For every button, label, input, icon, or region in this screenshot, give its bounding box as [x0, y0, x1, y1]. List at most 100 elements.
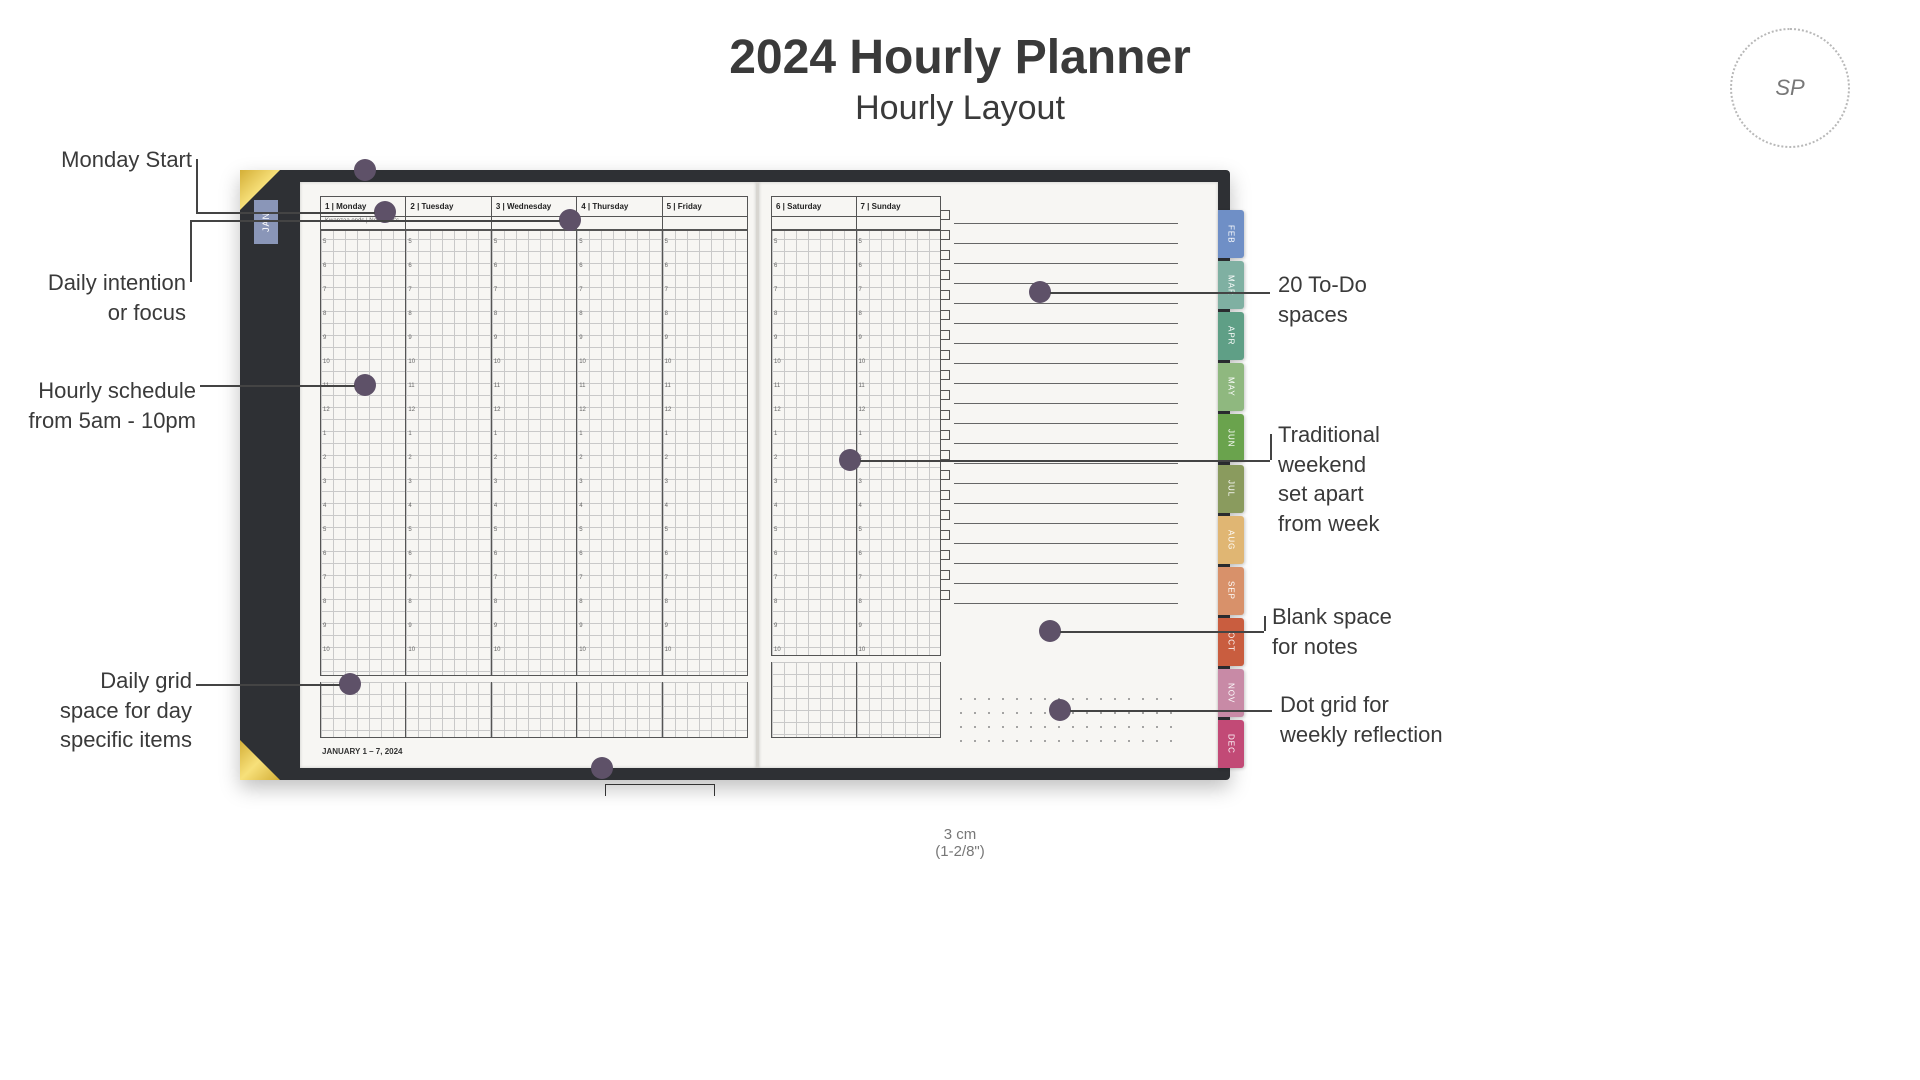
- day-subtext: [577, 217, 661, 231]
- leader-line: [196, 212, 375, 214]
- month-tab-jan: JAN: [254, 200, 278, 244]
- day-column: 4 | Thursday 5678910111212345678910: [577, 197, 662, 675]
- month-tab: JUL: [1218, 465, 1244, 513]
- metal-corner-bl: [240, 740, 280, 780]
- day-header: 7 | Sunday: [857, 197, 941, 217]
- annotation-left: Daily intentionor focus: [48, 268, 186, 327]
- month-tab: OCT: [1218, 618, 1244, 666]
- brand-logo: SP: [1730, 28, 1850, 148]
- todo-line: [954, 364, 1178, 384]
- month-tab: JUN: [1218, 414, 1244, 462]
- todo-line: [954, 484, 1178, 504]
- day-header: 6 | Saturday: [772, 197, 856, 217]
- annotation-right: Traditionalweekendset apartfrom week: [1278, 420, 1380, 539]
- month-tab: MAR: [1218, 261, 1244, 309]
- leader-line: [200, 385, 355, 387]
- day-column: 1 | MondayKwanzaa ends | New Year's56789…: [321, 197, 406, 675]
- leader-line: [860, 460, 1270, 462]
- callout-dot: [1039, 620, 1061, 642]
- planner-stage: JAN 1 | MondayKwanzaa ends | New Year's5…: [240, 170, 1440, 790]
- todo-line: [954, 344, 1178, 364]
- todo-line: [954, 224, 1178, 244]
- todo-line: [954, 404, 1178, 424]
- callout-dot: [591, 757, 613, 779]
- todo-line: [954, 544, 1178, 564]
- day-column: 3 | Wednesday5678910111212345678910: [492, 197, 577, 675]
- leader-line: [1070, 710, 1272, 712]
- todo-line: [954, 264, 1178, 284]
- weekend-grid-footer: [771, 662, 941, 738]
- todo-line: [954, 584, 1178, 604]
- planner-book: JAN 1 | MondayKwanzaa ends | New Year's5…: [240, 170, 1230, 780]
- todo-line: [954, 424, 1178, 444]
- todo-line: [954, 204, 1178, 224]
- callout-dot: [559, 209, 581, 231]
- month-tab: APR: [1218, 312, 1244, 360]
- notes-blank-space: [954, 628, 1178, 688]
- hour-labels: 5678910111212345678910: [494, 239, 501, 671]
- annotation-right: 20 To-Dospaces: [1278, 270, 1367, 329]
- todo-line: [954, 304, 1178, 324]
- title-block: 2024 Hourly Planner Hourly Layout: [0, 30, 1920, 128]
- brand-logo-monogram: SP: [1775, 75, 1804, 101]
- day-column: 6 | Saturday5678910111212345678910: [772, 197, 857, 655]
- scale-in: (1-2/8"): [0, 843, 1920, 860]
- todo-line: [954, 324, 1178, 344]
- day-header: 5 | Friday: [663, 197, 747, 217]
- month-tab: SEP: [1218, 567, 1244, 615]
- leader-line: [1060, 631, 1264, 633]
- leader-line: [190, 220, 560, 222]
- todo-line: [954, 564, 1178, 584]
- callout-dot: [839, 449, 861, 471]
- hour-labels: 5678910111212345678910: [665, 239, 672, 671]
- annotation-left: Monday Start: [61, 145, 192, 175]
- day-column: 2 | Tuesday 5678910111212345678910: [406, 197, 491, 675]
- page-title: 2024 Hourly Planner: [0, 30, 1920, 85]
- day-subtext: [857, 217, 941, 231]
- day-column: 7 | Sunday5678910111212345678910: [857, 197, 941, 655]
- leader-line: [196, 684, 340, 686]
- annotation-left: Daily gridspace for dayspecific items: [60, 666, 192, 755]
- scale-label: 3 cm (1-2/8"): [0, 826, 1920, 860]
- callout-dot: [1029, 281, 1051, 303]
- month-tab: AUG: [1218, 516, 1244, 564]
- callout-dot: [354, 374, 376, 396]
- todo-line: [954, 284, 1178, 304]
- hour-labels: 5678910111212345678910: [408, 239, 415, 671]
- pages: 1 | MondayKwanzaa ends | New Year's56789…: [300, 182, 1218, 768]
- todo-line: [954, 384, 1178, 404]
- day-column: 5 | Friday 5678910111212345678910: [663, 197, 747, 675]
- callout-dot: [354, 159, 376, 181]
- weekend-columns: 6 | Saturday56789101112123456789107 | Su…: [771, 196, 941, 656]
- hour-labels: 5678910111212345678910: [323, 239, 330, 671]
- todo-line: [954, 524, 1178, 544]
- week-range-label: JANUARY 1 – 7, 2024: [322, 747, 403, 756]
- day-subtext: [663, 217, 747, 231]
- month-tab: DEC: [1218, 720, 1244, 768]
- annotation-left: Hourly schedulefrom 5am - 10pm: [29, 376, 197, 435]
- page-subtitle: Hourly Layout: [0, 89, 1920, 128]
- todo-list: [954, 204, 1178, 604]
- callout-dot: [1049, 699, 1071, 721]
- todo-line: [954, 464, 1178, 484]
- weekday-columns: 1 | MondayKwanzaa ends | New Year's56789…: [320, 196, 748, 676]
- day-header: 2 | Tuesday: [406, 197, 490, 217]
- month-tabs: FEBMARAPRMAYJUNJULAUGSEPOCTNOVDEC: [1218, 210, 1244, 771]
- callout-dot: [339, 673, 361, 695]
- todo-line: [954, 244, 1178, 264]
- hour-labels: 5678910111212345678910: [579, 239, 586, 671]
- todo-line: [954, 504, 1178, 524]
- annotation-right: Dot grid forweekly reflection: [1280, 690, 1443, 749]
- page-right: 6 | Saturday56789101112123456789107 | Su…: [759, 182, 1218, 768]
- scale-cm: 3 cm: [0, 826, 1920, 843]
- scale-bar: [605, 784, 715, 796]
- month-tab: FEB: [1218, 210, 1244, 258]
- day-subtext: [772, 217, 856, 231]
- hour-labels: 5678910111212345678910: [774, 239, 781, 671]
- day-header: 4 | Thursday: [577, 197, 661, 217]
- weekday-grid-footer: [320, 682, 748, 738]
- page-left: 1 | MondayKwanzaa ends | New Year's56789…: [300, 182, 759, 768]
- month-tab: MAY: [1218, 363, 1244, 411]
- leader-line: [1050, 292, 1270, 294]
- annotation-right: Blank spacefor notes: [1272, 602, 1392, 661]
